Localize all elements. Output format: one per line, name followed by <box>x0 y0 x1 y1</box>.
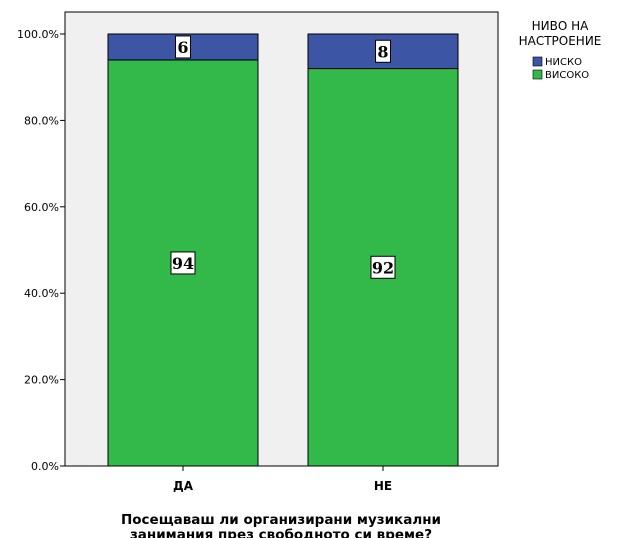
y-tick-label: 80.0% <box>24 114 59 127</box>
legend-swatch-nisko <box>532 56 543 67</box>
y-tick-label: 20.0% <box>24 374 59 387</box>
x-axis-title-line-2: занимания през свободното си време? <box>130 527 432 538</box>
data-label: 6 <box>177 38 188 57</box>
legend: НИВО НА НАСТРОЕНИЕ НИСКО ВИСОКО <box>519 19 602 81</box>
bars: 94 6 92 8 <box>107 33 459 467</box>
data-label: 8 <box>377 42 388 61</box>
data-label: 92 <box>372 258 394 277</box>
x-tick-label: ДА <box>173 479 194 493</box>
x-tick-label: НЕ <box>374 479 392 493</box>
legend-title-line-2: НАСТРОЕНИЕ <box>519 34 602 48</box>
y-axis: 0.0% 20.0% 40.0% 60.0% 80.0% 100.0% <box>17 28 65 473</box>
data-label-box <box>375 39 391 63</box>
x-axis-title-line-1: Посещаваш ли организирани музикални <box>121 512 441 528</box>
data-label-box <box>170 251 196 275</box>
y-tick-label: 60.0% <box>24 201 59 214</box>
legend-label-nisko: НИСКО <box>545 57 582 68</box>
legend-label-visoko: ВИСОКО <box>545 70 589 81</box>
data-label-box <box>175 35 191 59</box>
legend-swatch-visoko <box>532 69 543 80</box>
y-tick-label: 0.0% <box>31 460 59 473</box>
y-tick-label: 40.0% <box>24 287 59 300</box>
data-label: 94 <box>172 254 194 273</box>
x-axis: ДА НЕ <box>173 466 392 493</box>
legend-title-line-1: НИВО НА <box>532 19 590 33</box>
data-label-box <box>370 255 396 279</box>
y-tick-label: 100.0% <box>17 28 59 41</box>
